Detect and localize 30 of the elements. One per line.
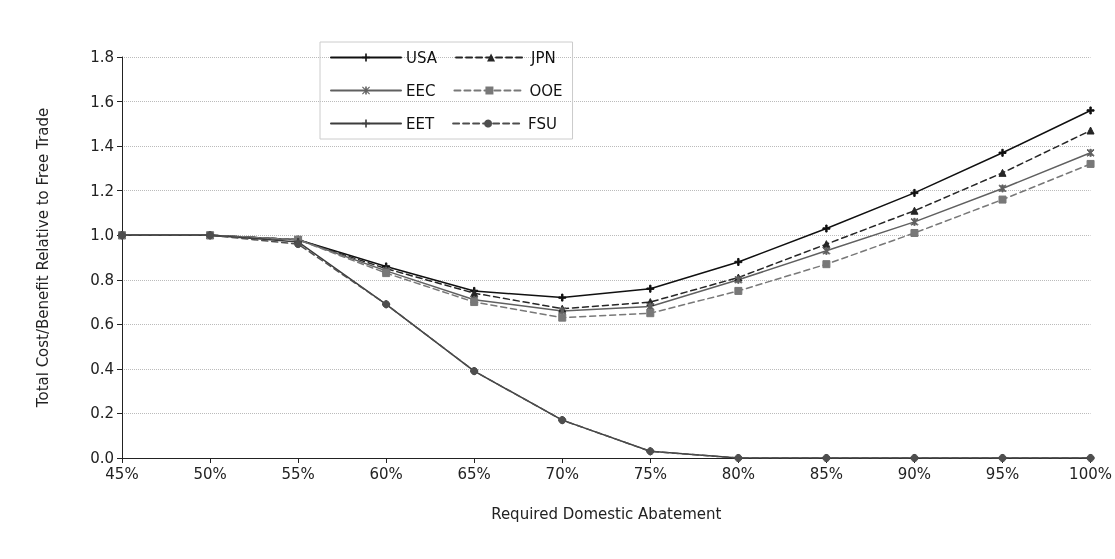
x-tick-label: 60% bbox=[369, 464, 403, 483]
legend-label: FSU bbox=[528, 114, 557, 133]
x-axis-title: Required Domestic Abatement bbox=[491, 504, 722, 523]
x-tick-label: 80% bbox=[721, 464, 756, 483]
x-tick-label: 85% bbox=[809, 464, 844, 483]
legend-label: EET bbox=[406, 114, 435, 133]
y-tick-label: 0.6 bbox=[90, 315, 114, 334]
y-axis-title: Total Cost/Benefit Relative to Free Trade bbox=[33, 107, 52, 409]
y-tick-label: 0.4 bbox=[90, 359, 114, 378]
x-tick-label: 90% bbox=[897, 464, 932, 483]
y-tick-label: 0.0 bbox=[90, 449, 114, 467]
y-tick-label: 1.2 bbox=[90, 181, 114, 200]
y-tick-label: 0.2 bbox=[90, 404, 114, 423]
y-tick-label: 0.8 bbox=[90, 270, 114, 289]
legend-label: EEC bbox=[406, 81, 436, 100]
legend-label: OOE bbox=[529, 81, 563, 100]
x-tick-label: 75% bbox=[633, 464, 667, 483]
x-tick-label: 55% bbox=[281, 464, 315, 483]
x-tick-label: 45% bbox=[105, 464, 139, 483]
x-tick-label: 50% bbox=[193, 464, 227, 483]
legend-label: JPN bbox=[530, 48, 556, 67]
y-tick-label: 1.4 bbox=[90, 137, 114, 156]
y-tick-label: 1.8 bbox=[90, 48, 114, 66]
x-tick-label: 95% bbox=[985, 464, 1020, 483]
y-tick-label: 1.6 bbox=[90, 92, 114, 111]
x-tick-label: 70% bbox=[545, 464, 579, 483]
x-tick-label: 100% bbox=[1069, 464, 1112, 483]
y-tick-label: 1.0 bbox=[90, 226, 114, 245]
legend-label: USA bbox=[406, 48, 438, 67]
x-tick-label: 65% bbox=[457, 464, 491, 483]
